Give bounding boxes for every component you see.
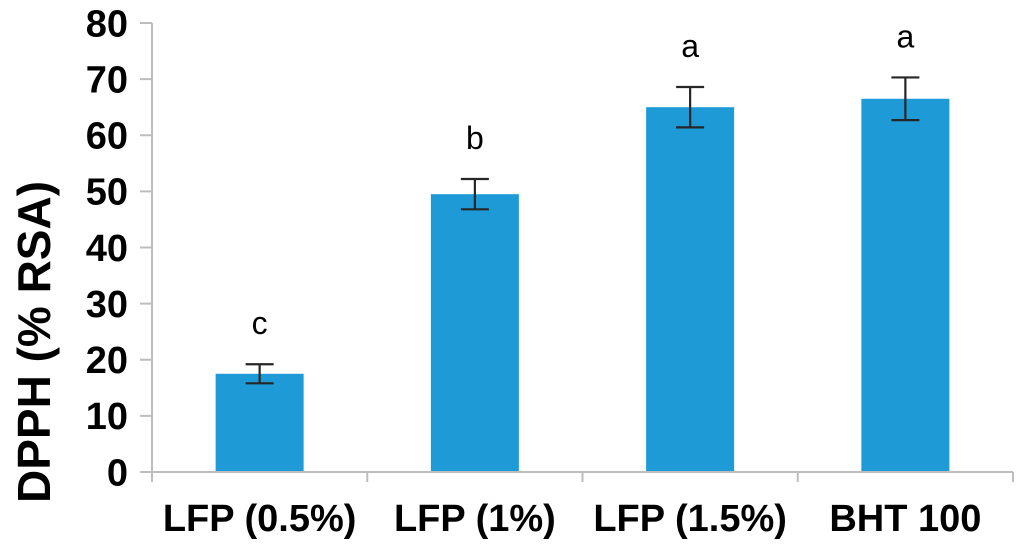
x-category-label: LFP (0.5%) (163, 498, 357, 540)
significance-letter: a (681, 28, 699, 64)
y-tick-label: 80 (86, 3, 128, 45)
bar-LFP (1.5%) (646, 107, 735, 472)
significance-letter: b (466, 120, 484, 156)
bar-BHT 100 (861, 98, 950, 473)
significance-letter: a (896, 18, 914, 54)
significance-letter: c (252, 305, 268, 341)
y-tick-label: 20 (86, 340, 128, 382)
x-category-label: LFP (1%) (394, 498, 556, 540)
y-tick-label: 50 (86, 172, 128, 214)
y-tick-label: 0 (107, 452, 128, 494)
y-tick-label: 70 (86, 59, 128, 101)
y-tick-label: 10 (86, 396, 128, 438)
y-tick-label: 40 (86, 228, 128, 270)
bar-LFP (0.5%) (215, 373, 304, 472)
x-category-label: LFP (1.5%) (593, 498, 787, 540)
x-category-label: BHT 100 (829, 498, 981, 540)
y-tick-label: 60 (86, 116, 128, 158)
y-tick-label: 30 (86, 284, 128, 326)
bar-LFP (1%) (430, 194, 519, 472)
y-axis-title: DPPH (% RSA) (8, 181, 60, 503)
